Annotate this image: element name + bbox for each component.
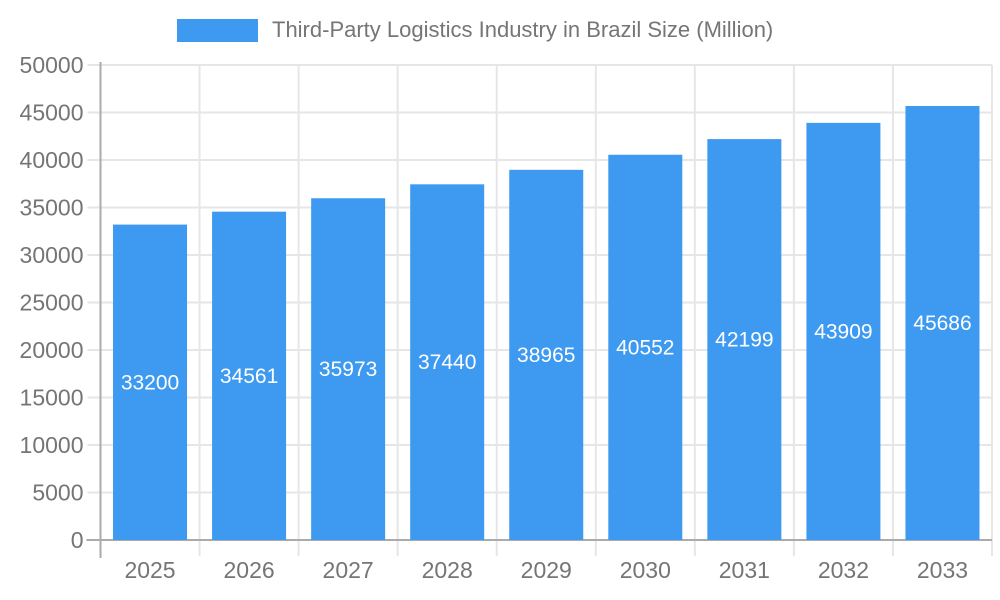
- legend: Third-Party Logistics Industry in Brazil…: [177, 17, 773, 43]
- bar-2031: [707, 139, 782, 540]
- legend-swatch[interactable]: [177, 18, 258, 42]
- legend-label[interactable]: Third-Party Logistics Industry in Brazil…: [272, 17, 774, 42]
- bar-value-label: 40552: [616, 336, 674, 359]
- y-tick-label: 35000: [20, 195, 84, 221]
- y-tick-label: 0: [71, 527, 84, 553]
- bar-value-label: 42199: [715, 329, 773, 352]
- x-tick-label: 2031: [719, 557, 770, 583]
- bar-2027: [311, 198, 386, 540]
- bar-2029: [509, 169, 584, 540]
- x-tick-label: 2028: [422, 557, 473, 583]
- y-tick-label: 5000: [32, 480, 83, 506]
- y-tick-label: 50000: [20, 52, 84, 78]
- y-tick-label: 30000: [20, 242, 84, 268]
- bar-value-label: 38965: [517, 344, 575, 367]
- bar-value-label: 33200: [121, 371, 179, 394]
- bar-value-label: 37440: [418, 351, 476, 374]
- bar-2033: [905, 105, 980, 540]
- y-tick-label: 10000: [20, 432, 84, 458]
- bar-value-label: 43909: [814, 320, 872, 343]
- x-tick-label: 2030: [620, 557, 671, 583]
- bar-2032: [806, 122, 881, 540]
- x-tick-label: 2032: [818, 557, 869, 583]
- x-tick-label: 2033: [917, 557, 968, 583]
- bar-2028: [410, 184, 485, 540]
- y-tick-label: 25000: [20, 290, 84, 316]
- bar-2030: [608, 154, 683, 541]
- x-tick-label: 2027: [323, 557, 374, 583]
- y-tick-label: 45000: [20, 100, 84, 126]
- x-tick-label: 2025: [124, 557, 175, 583]
- bar-value-label: 34561: [220, 365, 278, 388]
- bar-2025: [113, 224, 188, 540]
- bar-value-label: 45686: [913, 312, 971, 335]
- x-tick-label: 2026: [223, 557, 274, 583]
- bar-value-label: 35973: [319, 358, 377, 381]
- bar-2026: [212, 211, 287, 540]
- y-tick-label: 20000: [20, 337, 84, 363]
- x-tick-label: 2029: [521, 557, 572, 583]
- y-tick-label: 15000: [20, 385, 84, 411]
- y-tick-label: 40000: [20, 147, 84, 173]
